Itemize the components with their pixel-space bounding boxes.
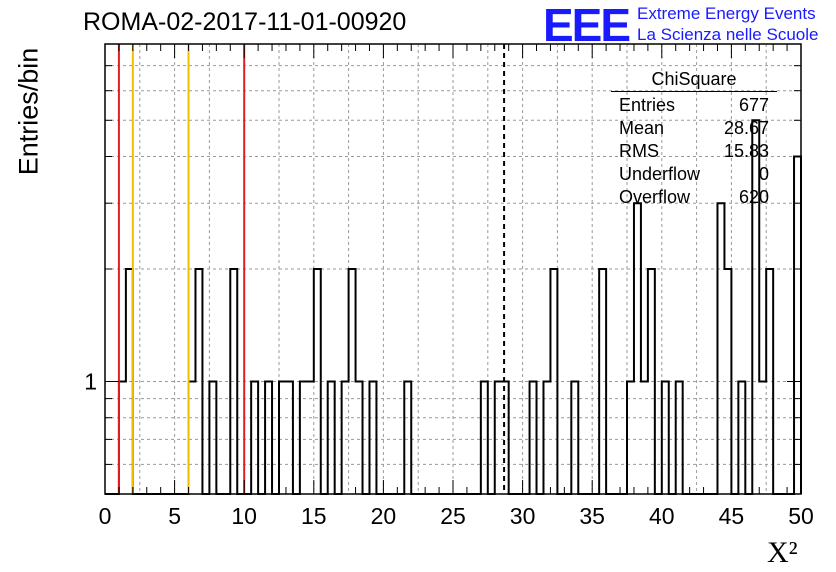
histogram-bin xyxy=(342,382,349,495)
histogram-bin xyxy=(300,382,307,495)
logo-line-1: Extreme Energy Events xyxy=(637,4,816,23)
stats-label: RMS xyxy=(619,141,659,161)
histogram-bin xyxy=(189,382,196,495)
stats-label: Underflow xyxy=(619,164,701,184)
histogram-bin xyxy=(356,382,363,495)
histogram-bin xyxy=(502,382,509,495)
histogram-bin xyxy=(530,382,537,495)
histogram-bin xyxy=(648,269,655,494)
histogram-bin xyxy=(571,382,578,495)
stats-label: Overflow xyxy=(619,187,691,207)
histogram-bin xyxy=(676,382,683,495)
x-tick-label: 30 xyxy=(510,503,536,529)
x-tick-label: 40 xyxy=(649,503,675,529)
histogram-bin xyxy=(279,382,286,495)
histogram-bin xyxy=(794,157,801,495)
x-tick-label: 50 xyxy=(788,503,814,529)
x-axis-label: X² xyxy=(767,536,798,569)
stats-label: Entries xyxy=(619,95,676,115)
stats-value: 677 xyxy=(738,95,769,115)
x-tick-label: 10 xyxy=(231,503,257,529)
histogram-bin xyxy=(766,269,773,494)
stats-value: 15.83 xyxy=(723,141,769,161)
stats-value: 0 xyxy=(758,164,769,184)
logo-line-2: La Scienza nelle Scuole xyxy=(637,25,819,44)
histogram-bin xyxy=(495,382,502,495)
stats-value: 28.67 xyxy=(723,118,769,138)
histogram-bin xyxy=(314,269,321,494)
histogram-bin xyxy=(286,382,293,495)
histogram-bin xyxy=(627,382,634,495)
x-tick-label: 20 xyxy=(371,503,397,529)
histogram-bin xyxy=(724,269,731,494)
stats-row-rms: RMS 15.83 xyxy=(611,141,777,164)
chart-title: ROMA-02-2017-11-01-00920 xyxy=(83,8,407,36)
y-axis-label: Entries/bin xyxy=(13,47,44,176)
histogram-bin xyxy=(209,382,216,495)
y-tick-label: 1 xyxy=(84,369,97,395)
histogram-bin xyxy=(634,203,641,494)
histogram-bin xyxy=(369,382,376,495)
histogram-bin xyxy=(662,382,669,495)
stats-row-mean: Mean 28.67 xyxy=(611,118,777,141)
x-tick-label: 45 xyxy=(719,503,745,529)
histogram-bin xyxy=(717,203,724,494)
histogram-bin xyxy=(543,382,550,495)
stats-row-underflow: Underflow 0 xyxy=(611,164,777,187)
histogram-bin xyxy=(481,382,488,495)
stats-box: ChiSquare Entries 677 Mean 28.67 RMS 15.… xyxy=(611,69,777,210)
stats-row-entries: Entries 677 xyxy=(611,95,777,118)
stats-row-overflow: Overflow 620 xyxy=(611,187,777,210)
histogram-bin xyxy=(195,269,202,494)
histogram-bin xyxy=(641,382,648,495)
histogram-bin xyxy=(126,269,133,494)
histogram-bin xyxy=(230,269,237,494)
histogram-bin xyxy=(119,382,126,495)
x-tick-label: 0 xyxy=(99,503,112,529)
histogram-bin xyxy=(404,382,411,495)
histogram-bin xyxy=(328,382,335,495)
histogram-bin xyxy=(349,269,356,494)
x-tick-label: 25 xyxy=(440,503,466,529)
x-tick-label: 15 xyxy=(301,503,327,529)
stats-label: Mean xyxy=(619,118,665,138)
histogram-bin xyxy=(265,382,272,495)
x-tick-label: 5 xyxy=(168,503,181,529)
histogram-bin xyxy=(759,382,766,495)
histogram-bin xyxy=(738,382,745,495)
histogram-bin xyxy=(251,382,258,495)
histogram-bin xyxy=(599,269,606,494)
histogram-bin xyxy=(550,269,557,494)
stats-title: ChiSquare xyxy=(611,69,777,92)
eee-logo: EEE xyxy=(543,0,631,51)
x-tick-label: 35 xyxy=(579,503,605,529)
stats-value: 620 xyxy=(738,187,769,207)
histogram-bin xyxy=(307,382,314,495)
